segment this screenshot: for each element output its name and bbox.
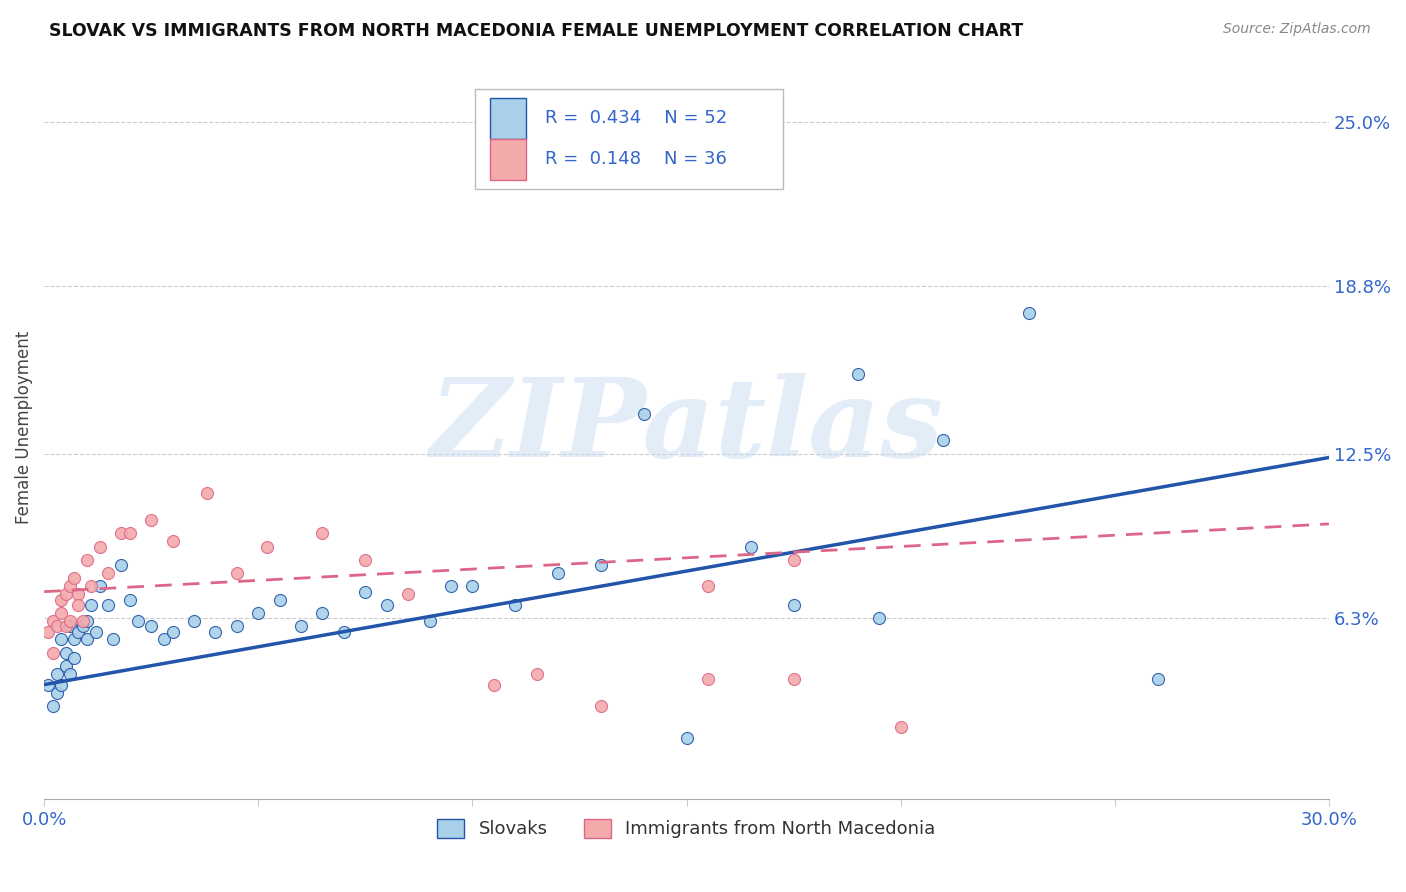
Point	[101, 632, 124, 647]
Point	[46, 667, 69, 681]
Point	[118, 526, 141, 541]
Point	[782, 673, 804, 687]
Point	[46, 685, 69, 699]
Text: Source: ZipAtlas.com: Source: ZipAtlas.com	[1223, 22, 1371, 37]
Legend: Slovaks, Immigrants from North Macedonia: Slovaks, Immigrants from North Macedonia	[430, 812, 943, 846]
Text: ZIPatlas: ZIPatlas	[430, 373, 943, 481]
Text: R =  0.148    N = 36: R = 0.148 N = 36	[546, 150, 727, 169]
Point	[41, 646, 63, 660]
Point	[59, 667, 82, 681]
Point	[225, 566, 247, 580]
Point	[526, 667, 548, 681]
Point	[55, 646, 77, 660]
Point	[696, 579, 718, 593]
Point	[84, 624, 107, 639]
Point	[396, 587, 419, 601]
Point	[195, 486, 218, 500]
Point	[141, 619, 163, 633]
Point	[269, 592, 291, 607]
Point	[1018, 306, 1040, 320]
Point	[547, 566, 569, 580]
Point	[55, 619, 77, 633]
Point	[67, 587, 90, 601]
Point	[76, 632, 98, 647]
Point	[461, 579, 484, 593]
Point	[110, 526, 132, 541]
Point	[311, 606, 333, 620]
Point	[782, 553, 804, 567]
Y-axis label: Female Unemployment: Female Unemployment	[15, 330, 32, 524]
Point	[97, 598, 120, 612]
Point	[63, 632, 86, 647]
Point	[225, 619, 247, 633]
Point	[740, 540, 762, 554]
Point	[503, 598, 526, 612]
Point	[256, 540, 278, 554]
Point	[633, 407, 655, 421]
Point	[37, 624, 59, 639]
Point	[141, 513, 163, 527]
Point	[890, 720, 912, 734]
Text: R =  0.434    N = 52: R = 0.434 N = 52	[546, 110, 727, 128]
Point	[162, 624, 184, 639]
Point	[51, 606, 73, 620]
Point	[333, 624, 356, 639]
Point	[354, 584, 377, 599]
Point	[311, 526, 333, 541]
Point	[482, 678, 505, 692]
Point	[110, 558, 132, 573]
Bar	[489, 139, 526, 179]
Point	[127, 614, 149, 628]
Point	[589, 558, 612, 573]
Point	[162, 534, 184, 549]
Point	[46, 619, 69, 633]
FancyBboxPatch shape	[474, 88, 783, 189]
Point	[846, 367, 869, 381]
Point	[696, 673, 718, 687]
Point	[51, 632, 73, 647]
Point	[153, 632, 176, 647]
Point	[440, 579, 463, 593]
Point	[375, 598, 398, 612]
Point	[675, 731, 697, 745]
Point	[59, 614, 82, 628]
Bar	[489, 98, 526, 139]
Point	[63, 571, 86, 585]
Point	[97, 566, 120, 580]
Point	[55, 659, 77, 673]
Point	[204, 624, 226, 639]
Point	[41, 698, 63, 713]
Point	[89, 579, 111, 593]
Point	[589, 698, 612, 713]
Point	[932, 434, 955, 448]
Point	[290, 619, 312, 633]
Point	[55, 587, 77, 601]
Point	[72, 619, 94, 633]
Point	[419, 614, 441, 628]
Point	[354, 553, 377, 567]
Point	[118, 592, 141, 607]
Point	[89, 540, 111, 554]
Point	[67, 598, 90, 612]
Point	[41, 614, 63, 628]
Point	[247, 606, 270, 620]
Point	[868, 611, 890, 625]
Point	[67, 624, 90, 639]
Point	[59, 619, 82, 633]
Point	[59, 579, 82, 593]
Point	[80, 579, 103, 593]
Point	[76, 614, 98, 628]
Point	[72, 614, 94, 628]
Text: SLOVAK VS IMMIGRANTS FROM NORTH MACEDONIA FEMALE UNEMPLOYMENT CORRELATION CHART: SLOVAK VS IMMIGRANTS FROM NORTH MACEDONI…	[49, 22, 1024, 40]
Point	[63, 651, 86, 665]
Point	[782, 598, 804, 612]
Point	[51, 678, 73, 692]
Point	[51, 592, 73, 607]
Point	[1146, 673, 1168, 687]
Point	[76, 553, 98, 567]
Point	[183, 614, 205, 628]
Point	[37, 678, 59, 692]
Point	[80, 598, 103, 612]
